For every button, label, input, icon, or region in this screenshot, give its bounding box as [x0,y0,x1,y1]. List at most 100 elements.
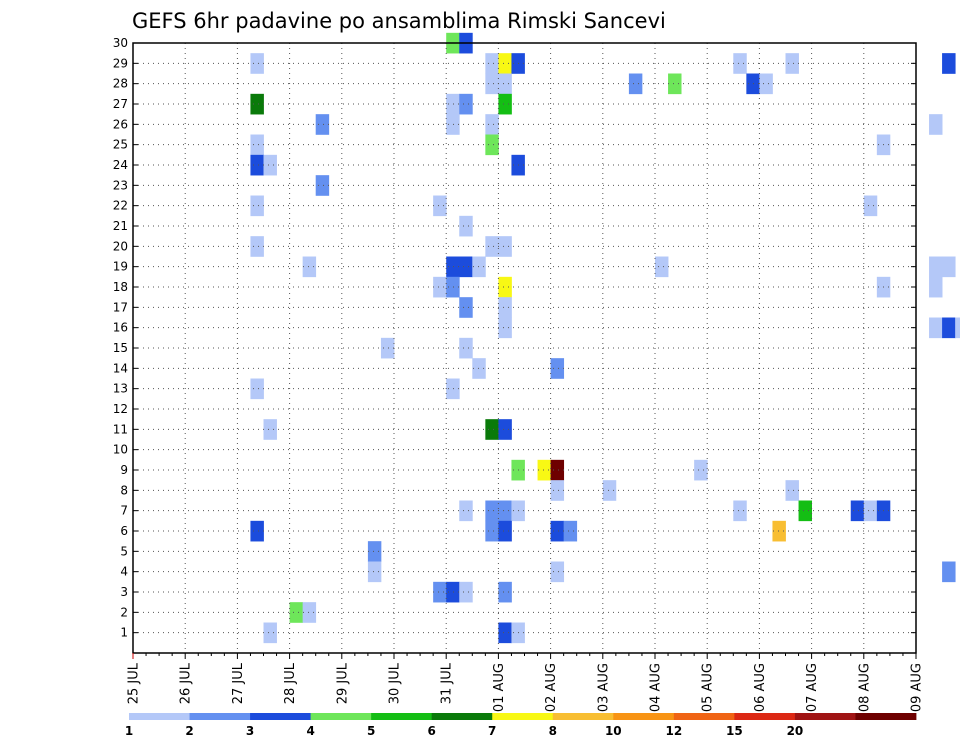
y-tick-label: 18 [113,280,128,294]
heatmap-cell [250,154,264,176]
heatmap-cell [563,520,578,542]
heatmap-cell [380,337,395,359]
heatmap-cell [367,561,382,583]
heatmap-cell [498,93,512,115]
y-tick-label: 22 [113,199,128,213]
heatmap-cell [250,195,264,217]
heatmap-cell [263,419,277,440]
heatmap-cell [250,134,264,156]
heatmap-cell [498,500,512,522]
heatmap-cell [485,236,499,257]
colorbar-label: 7 [488,724,496,738]
heatmap-cell [250,378,264,400]
y-tick-label: 20 [113,239,128,253]
heatmap-cell [485,114,499,135]
heatmap-cell [668,73,682,95]
heatmap-cell [733,500,747,522]
y-tick-label: 9 [120,463,128,477]
x-tick-label: 27 JUL [231,662,246,704]
heatmap-cell [694,459,708,481]
heatmap-cell [850,500,865,522]
heatmap-cell [550,459,565,481]
x-tick-label: 06 AUG [753,663,768,712]
colorbar-segment [431,713,493,720]
heatmap-cell [498,73,512,95]
colorbar-label: 6 [428,724,436,738]
heatmap-cell [433,276,447,298]
y-tick-label: 4 [120,565,128,579]
y-tick-label: 7 [120,504,128,518]
heatmap-cell [459,337,473,359]
colorbar-label: 10 [605,724,622,738]
heatmap-cell [263,154,277,176]
heatmap-cell [785,53,799,74]
x-tick-label: 04 AUG [649,663,664,712]
heatmap-cell [498,317,512,339]
heatmap-cell [459,93,473,115]
heatmap-cell [498,53,512,74]
x-tick-label: 25 JUL [127,662,142,704]
heatmap-cell [459,215,473,237]
heatmap-cell [942,561,956,583]
y-tick-label: 29 [113,56,128,70]
x-tick-label: 28 JUL [283,662,298,704]
y-tick-label: 21 [113,219,128,233]
colorbar-segment [129,713,190,720]
heatmap-cell [929,317,943,339]
colorbar-label: 4 [306,724,314,738]
x-tick-label: 29 JUL [335,662,350,704]
heatmap-cell [289,602,304,623]
heatmap-cell [302,256,317,278]
heatmap-cell [550,561,565,583]
y-tick-label: 1 [120,626,128,640]
heatmap-cell [498,520,512,542]
heatmap-cell [446,93,460,115]
heatmap-cell [929,276,943,298]
colorbar-segment [673,713,735,720]
heatmap-cell [759,73,773,95]
colorbar-segment [794,713,856,720]
heatmap-cell [459,500,473,522]
y-tick-label: 27 [113,97,128,111]
heatmap-cell [250,53,264,74]
heatmap-cell [498,419,512,440]
heatmap-cell [498,297,512,318]
heatmap-cell [250,236,264,257]
heatmap-cell [602,480,617,501]
colorbar-segment [250,713,312,720]
heatmap-cell [263,622,277,644]
x-tick-label: 03 AUG [596,663,611,712]
y-tick-label: 10 [113,443,128,457]
heatmap-cell [498,276,512,298]
heatmap-cell [446,378,460,400]
heatmap-cell [498,581,512,603]
heatmap-cell [485,520,499,542]
heatmap-cell [367,541,382,562]
heatmap-cell [302,602,317,623]
y-tick-label: 12 [113,402,128,416]
colorbar-segment [492,713,554,720]
heatmap-cell [250,520,264,542]
heatmap-cell [459,297,473,318]
heatmap-cell [550,480,565,501]
heatmap-cell [446,581,460,603]
colorbar-label: 12 [665,724,682,738]
y-tick-label: 24 [113,158,128,172]
heatmap-cell [433,195,447,217]
heatmap-cell [942,317,956,339]
heatmap-cell [250,93,264,115]
colorbar-label: 1 [125,724,133,738]
y-tick-label: 11 [113,422,128,436]
colorbar-segment [189,713,251,720]
colorbar-segment [855,713,917,720]
colorbar-label: 5 [367,724,375,738]
heatmap-cells [250,32,960,644]
x-tick-label: 30 JUL [388,662,403,704]
heatmap-cell [485,53,499,74]
colorbar-segment [552,713,614,720]
x-tick-label: 05 AUG [701,663,716,712]
colorbar-segment [310,713,372,720]
chart-title: GEFS 6hr padavine po ansamblima Rimski S… [132,9,666,33]
heatmap-cell [955,317,960,339]
heatmap-cell [315,114,330,135]
